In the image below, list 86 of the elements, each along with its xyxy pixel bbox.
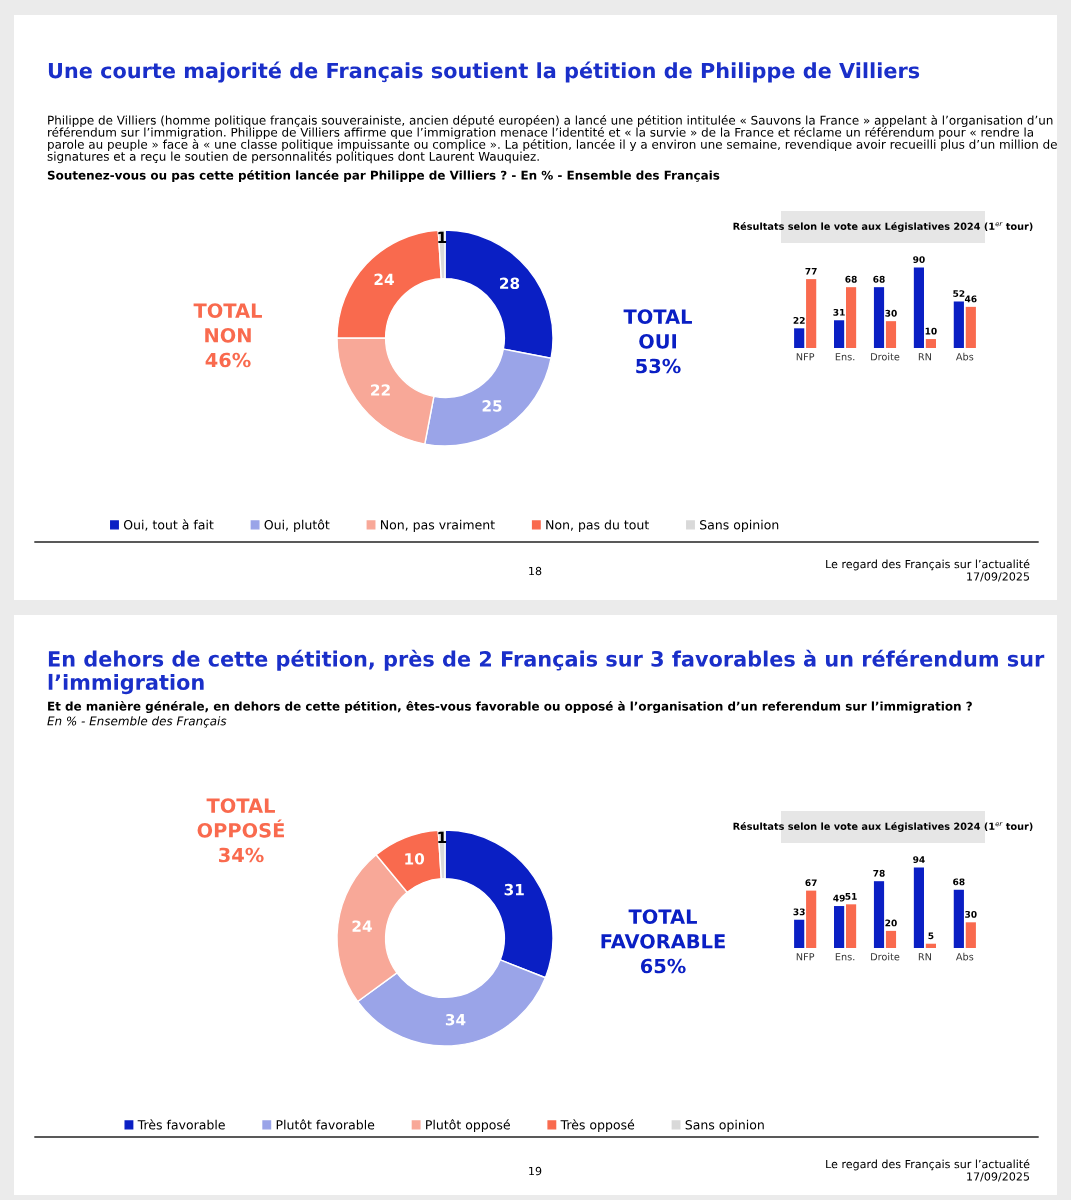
data-label: 49 <box>833 894 845 902</box>
chart-title: Résultats selon le vote aux Législatives 2024 (1$^{er}$ tour) <box>733 222 1033 232</box>
data-label: 28 <box>500 277 520 290</box>
chart-title: Une courte majorité de Français soutient la pétition de Philippe de Villiers <box>48 61 920 83</box>
data-label: 68 <box>953 878 965 886</box>
x-tick-label: Abs <box>955 352 974 361</box>
data-label: 22 <box>371 384 390 396</box>
legend-label: Sans opinion <box>700 519 779 532</box>
data-label: 33 <box>793 908 805 916</box>
bar <box>953 301 964 348</box>
data-label: 77 <box>805 267 817 275</box>
text: Soutenez-vous ou pas cette pétition lancée par Philippe de Villiers ? - En % - Ensemble des Français <box>47 169 720 183</box>
text: 19 <box>529 1166 542 1176</box>
data-label: 10 <box>405 853 425 865</box>
bar <box>845 904 857 948</box>
legend-label: Très opposé <box>560 1119 635 1132</box>
bar <box>965 306 976 348</box>
chart-subtitle: Et de manière générale, en dehors de cette pétition, êtes-vous favorable ou opposé à l’organisation d’un referendum sur l’immigration ? <box>48 700 972 714</box>
text: Le regard des Français sur l’actualité 17/09/2025 <box>826 559 1030 582</box>
bar <box>806 279 817 348</box>
data-label: 22 <box>793 316 805 324</box>
bar <box>885 930 897 948</box>
data-label: 51 <box>845 893 857 900</box>
legend-label: Très favorable <box>137 1119 225 1130</box>
bar <box>925 339 936 348</box>
x-tick-label: Droite <box>871 952 900 961</box>
x-tick-label: Droite <box>871 352 900 361</box>
x-tick-label: NFP <box>796 353 815 361</box>
text: TOTAL OPPOSÉ 34% <box>197 798 284 863</box>
x-tick-label: RN <box>918 953 931 961</box>
chart-title: Résultats selon le vote aux Législatives 2024 (1$^{er}$ tour) <box>733 822 1033 832</box>
data-label: 5 <box>928 932 934 940</box>
bar <box>834 320 845 348</box>
data-label: 46 <box>964 295 977 303</box>
data-label: 1 <box>438 831 447 843</box>
chart-title: En dehors de cette pétition, près de 2 Français sur 3 favorables à un référendum sur l’immigration <box>48 649 1045 695</box>
bar <box>845 287 857 348</box>
legend-label: Oui, tout à fait <box>123 519 214 531</box>
bar <box>885 321 897 348</box>
legend-label: Non, pas vraiment <box>381 519 495 532</box>
bar <box>806 890 817 948</box>
data-label: 68 <box>845 275 857 283</box>
legend-label: Oui, plutôt <box>264 519 330 532</box>
data-label: 94 <box>913 856 925 863</box>
data-label: 20 <box>885 919 897 927</box>
legend-label: Sans opinion <box>685 1119 764 1132</box>
data-label: 78 <box>873 869 885 877</box>
data-label: 31 <box>833 308 845 316</box>
data-label: 90 <box>913 256 925 263</box>
bar <box>913 267 925 348</box>
bar <box>834 906 845 948</box>
bar <box>873 881 885 948</box>
legend-label: Non, pas du tout <box>546 519 649 532</box>
data-label: 30 <box>885 309 897 317</box>
data-label: 68 <box>873 275 885 283</box>
bar <box>873 287 885 348</box>
data-label: 31 <box>504 883 524 896</box>
x-tick-label: NFP <box>796 953 815 961</box>
text: En % - Ensemble des Français <box>47 716 227 728</box>
bar <box>794 328 805 348</box>
text: TOTAL FAVORABLE 65% <box>601 909 725 974</box>
bar <box>794 919 805 948</box>
data-label: 52 <box>953 290 965 297</box>
data-label: 10 <box>925 327 937 335</box>
bar <box>953 889 964 948</box>
bar <box>965 922 976 948</box>
chart-subtitle: Philippe de Villiers (homme politique français souverainiste, ancien député européen) a lancé une pétition intitulée « Sauvons la France » appelant à l’organisation d’un référendum sur l’immigration. Philippe de Villiers affirme que l’immigration menace l’identité et « la survie » de la France et réclame un référendum pour « rendre la parole au peuple » face à « une classe politique impuissante ou complice ». La pétition, lancée il y a environ une semaine, revendique avoir recueilli plus d’un million de signatures et a reçu le soutien de personnalités politiques dont Laurent Wauquiez. <box>47 115 1057 164</box>
x-tick-label: Abs <box>955 952 974 961</box>
text: Le regard des Français sur l’actualité 17/09/2025 <box>826 1159 1030 1182</box>
data-label: 25 <box>482 400 502 412</box>
x-tick-label: Ens. <box>835 953 855 961</box>
data-label: 34 <box>445 1013 466 1026</box>
data-label: 24 <box>352 920 372 932</box>
x-tick-label: RN <box>918 353 931 361</box>
legend-label: Plutôt favorable <box>276 1119 375 1130</box>
text: 18 <box>529 566 542 576</box>
data-label: 24 <box>374 273 394 285</box>
text: TOTAL NON 46% <box>193 303 262 368</box>
legend-label: Plutôt opposé <box>426 1119 510 1132</box>
x-tick-label: Ens. <box>835 353 855 361</box>
text: TOTAL OUI 53% <box>623 309 692 374</box>
data-label: 30 <box>965 910 977 918</box>
data-label: 67 <box>805 879 817 887</box>
data-label: 1 <box>438 231 447 243</box>
bar <box>925 943 936 948</box>
bar <box>913 867 925 948</box>
